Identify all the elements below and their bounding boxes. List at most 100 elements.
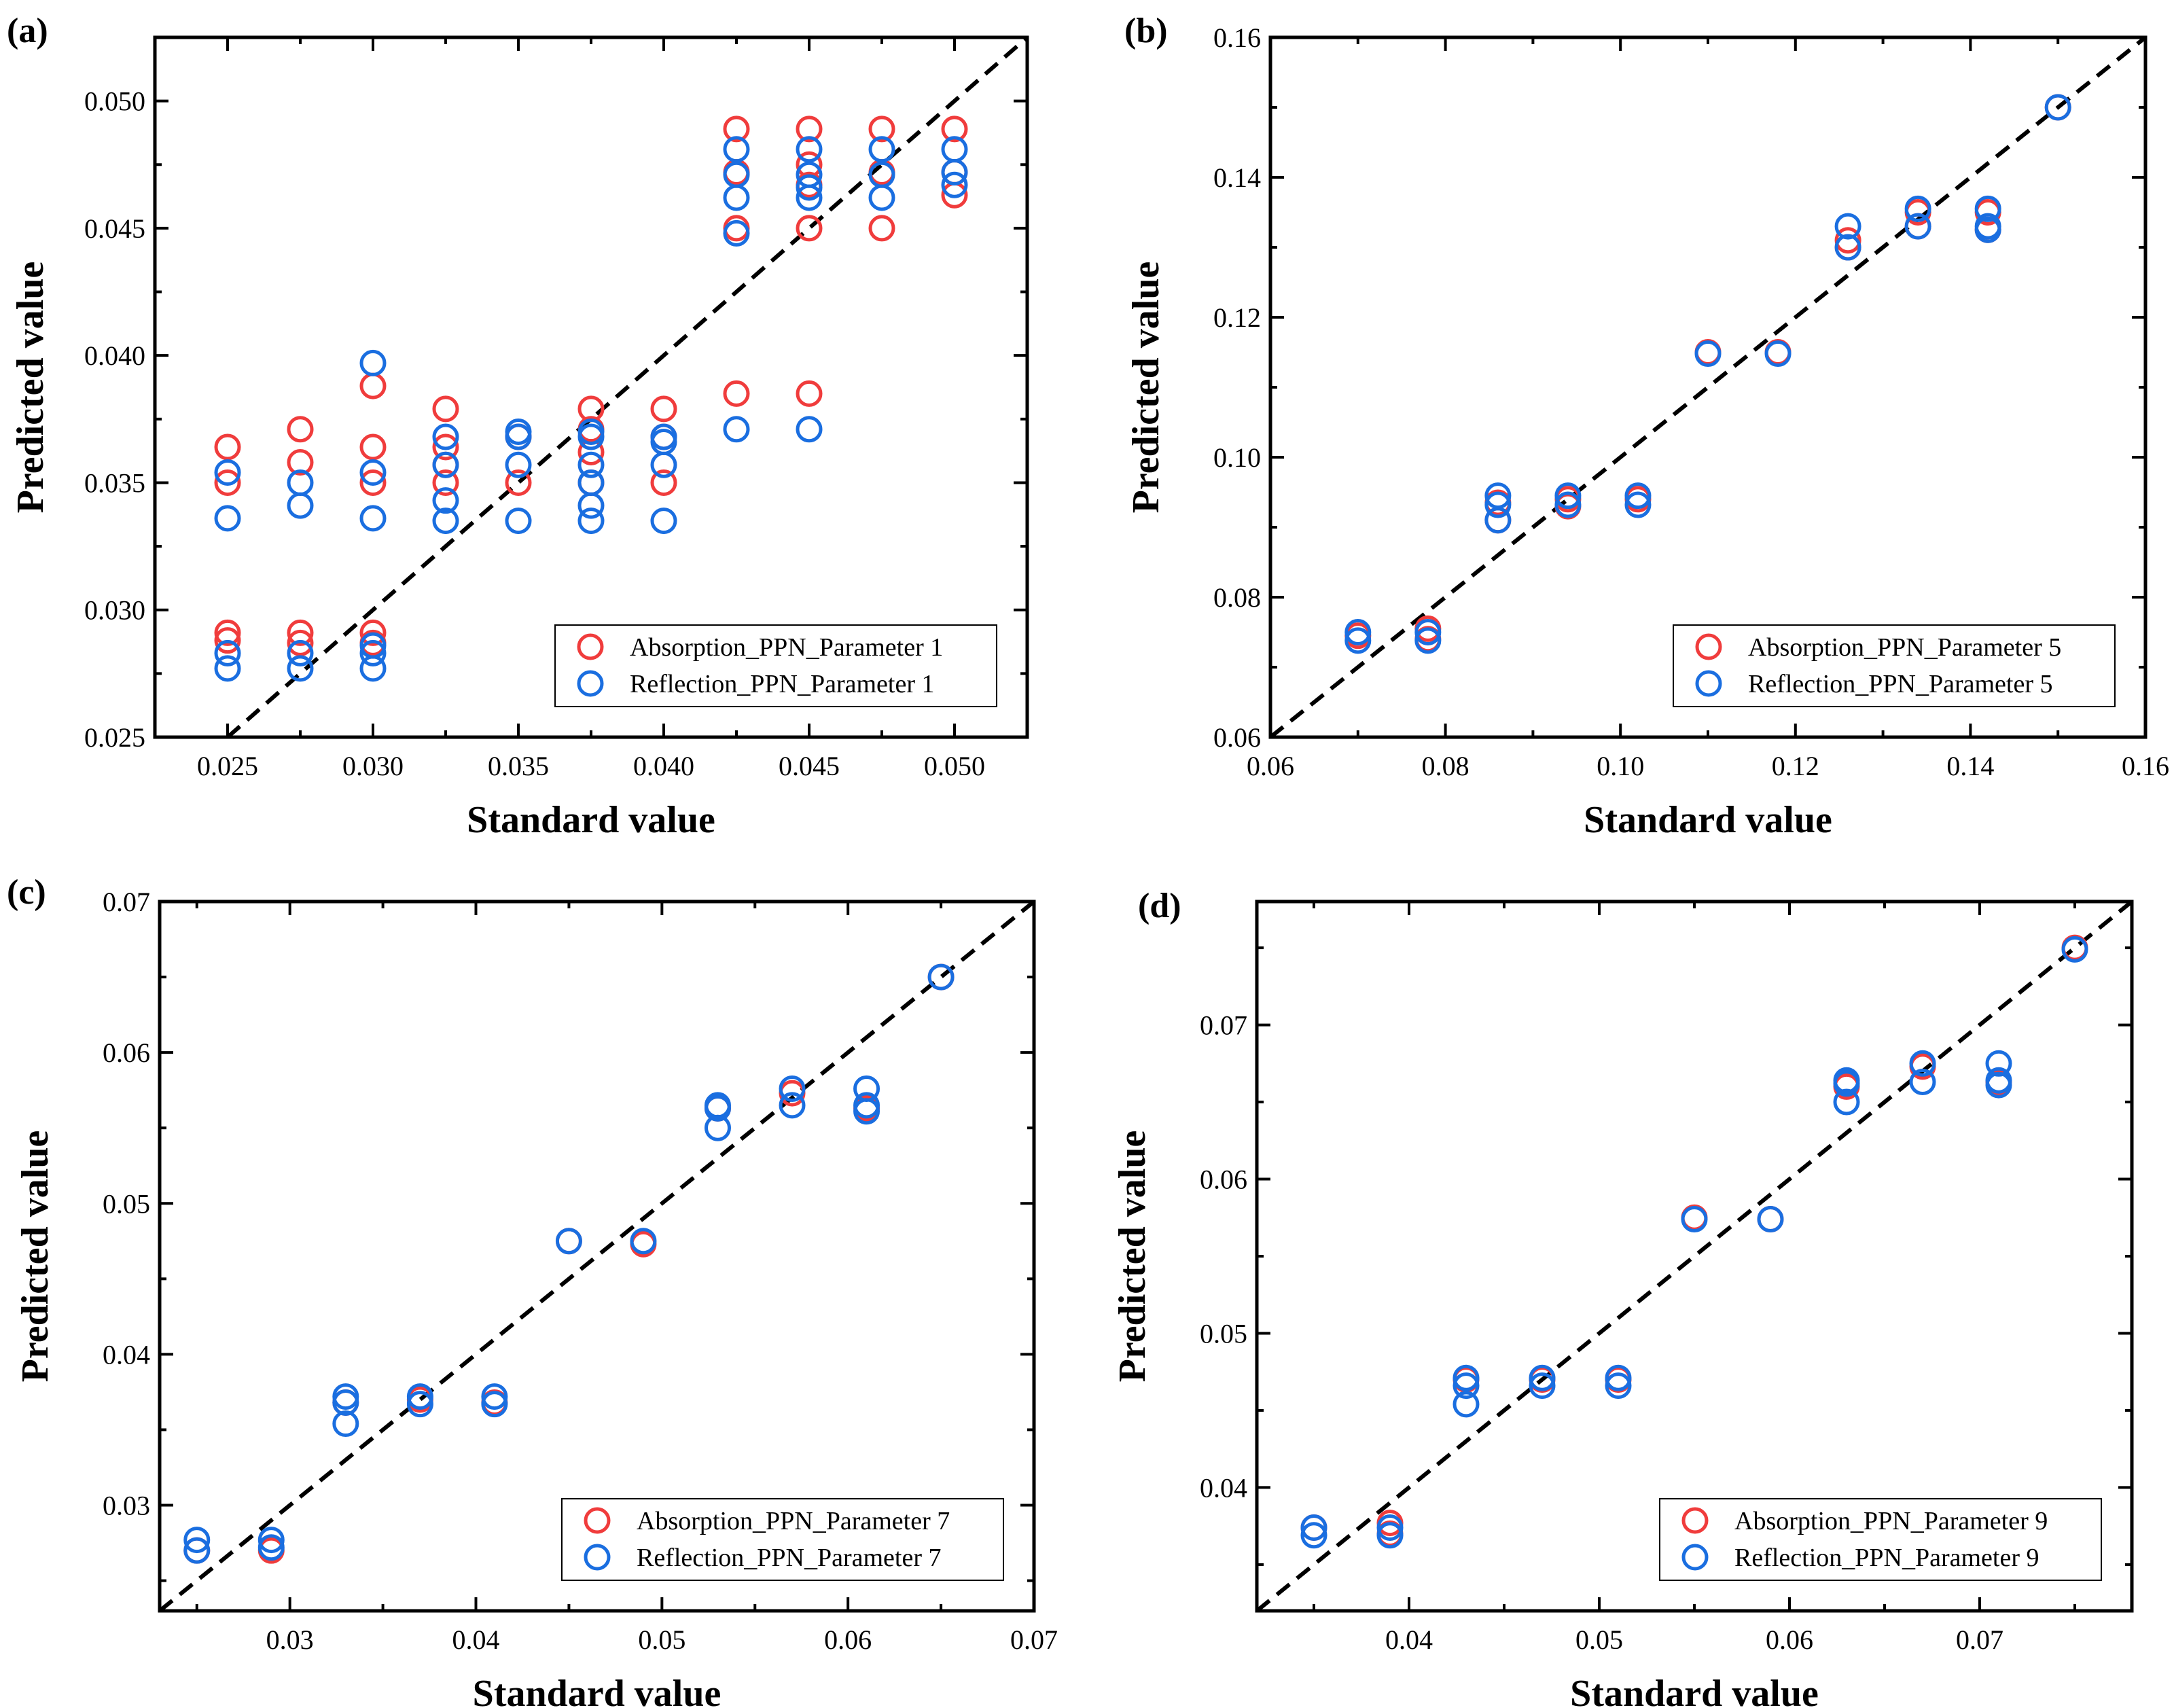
y-tick-label: 0.10 xyxy=(1213,442,1261,473)
data-point-reflection xyxy=(796,174,823,201)
data-point-reflection xyxy=(1453,1364,1480,1391)
y-tick-label: 0.07 xyxy=(1200,1010,1247,1041)
data-point-reflection xyxy=(779,1092,806,1119)
plot-frame xyxy=(1268,35,2148,739)
plot-frame xyxy=(153,35,1029,739)
data-point-reflection xyxy=(1834,234,1861,261)
data-point-absorption xyxy=(650,469,677,496)
legend-label: Reflection_PPN_Parameter 5 xyxy=(1748,670,2053,698)
data-point-reflection xyxy=(1529,1364,1556,1391)
y-tick-label: 0.04 xyxy=(103,1339,150,1370)
data-point-reflection xyxy=(359,655,387,682)
data-point-reflection xyxy=(577,423,605,450)
data-point-reflection xyxy=(1453,1372,1480,1400)
x-tick-label: 0.040 xyxy=(633,751,694,781)
legend-label: Absorption_PPN_Parameter 7 xyxy=(637,1507,950,1535)
data-point-reflection xyxy=(1904,195,1931,222)
data-point-reflection xyxy=(555,1228,582,1255)
data-point-reflection xyxy=(779,1075,806,1102)
panel-label: (b) xyxy=(1124,12,1168,50)
data-point-reflection xyxy=(2044,94,2071,121)
data-point-reflection xyxy=(257,1534,285,1561)
legend-label: Absorption_PPN_Parameter 1 xyxy=(630,633,943,662)
data-point-absorption xyxy=(214,433,241,461)
legend-box xyxy=(554,624,997,707)
x-tick-label: 0.16 xyxy=(2122,751,2169,781)
data-point-absorption xyxy=(214,469,241,496)
y-tick-label: 0.030 xyxy=(84,595,145,626)
y-tick-label: 0.050 xyxy=(84,86,145,117)
data-point-reflection xyxy=(183,1527,211,1554)
data-point-reflection xyxy=(723,184,750,211)
data-point-reflection xyxy=(577,492,605,519)
y-tick-label: 0.06 xyxy=(103,1037,150,1068)
data-point-reflection xyxy=(796,136,823,163)
data-point-reflection xyxy=(1764,340,1792,368)
x-tick-label: 0.12 xyxy=(1772,751,1819,781)
data-point-reflection xyxy=(704,1114,731,1141)
data-point-absorption xyxy=(287,416,314,443)
data-point-reflection xyxy=(1909,1069,1936,1096)
data-point-reflection xyxy=(927,963,955,991)
x-tick-label: 0.06 xyxy=(1247,751,1294,781)
data-point-absorption xyxy=(432,433,459,461)
data-point-reflection xyxy=(1833,1070,1860,1097)
data-point-absorption xyxy=(214,627,241,654)
data-point-reflection xyxy=(505,451,532,478)
data-point-reflection xyxy=(1833,1088,1860,1116)
data-point-reflection xyxy=(1554,482,1582,510)
data-point-reflection xyxy=(1909,1050,1936,1077)
legend-marker-absorption xyxy=(1681,1507,1709,1534)
data-point-reflection xyxy=(630,1228,657,1255)
chart-panel-0: (a) 0.025 0.030 0.035 0.040 0.045 0.050 0.025 0.… xyxy=(7,12,1029,841)
data-point-reflection xyxy=(796,416,823,443)
y-tick-label: 0.045 xyxy=(84,213,145,244)
data-point-reflection xyxy=(359,639,387,666)
data-point-reflection xyxy=(214,505,241,532)
data-point-reflection xyxy=(1694,340,1722,368)
y-tick-label: 0.07 xyxy=(103,887,150,917)
x-tick-label: 0.07 xyxy=(1956,1624,2003,1655)
x-tick-label: 0.05 xyxy=(638,1624,685,1655)
data-point-absorption xyxy=(214,619,241,646)
data-point-reflection xyxy=(257,1527,285,1554)
data-point-reflection xyxy=(287,492,314,519)
data-point-reflection xyxy=(1300,1514,1327,1541)
data-point-absorption xyxy=(796,215,823,242)
data-point-absorption xyxy=(650,395,677,423)
data-point-absorption xyxy=(359,619,387,646)
data-point-reflection xyxy=(214,639,241,666)
x-tick-label: 0.04 xyxy=(452,1624,500,1655)
x-tick-label: 0.035 xyxy=(488,751,549,781)
legend-box xyxy=(561,1498,1004,1581)
y-tick-label: 0.035 xyxy=(84,467,145,498)
data-point-absorption xyxy=(287,629,314,656)
data-point-reflection xyxy=(432,423,459,450)
data-point-reflection xyxy=(1681,1206,1708,1233)
data-point-reflection xyxy=(359,459,387,486)
legend: Absorption_PPN_Parameter 7 Reflection_PPN… xyxy=(561,1498,1004,1581)
x-tick-label: 0.045 xyxy=(779,751,840,781)
panel-label: (a) xyxy=(7,12,48,50)
data-point-reflection xyxy=(796,184,823,211)
y-tick-label: 0.06 xyxy=(1213,722,1261,753)
y-tick-label: 0.025 xyxy=(84,722,145,753)
identity-line xyxy=(1255,900,2133,1613)
x-axis-title: Standard value xyxy=(467,799,715,841)
panel-label: (d) xyxy=(1138,887,1181,925)
data-point-reflection xyxy=(723,416,750,443)
data-point-reflection xyxy=(1974,216,2001,243)
data-point-reflection xyxy=(723,219,750,247)
data-point-absorption xyxy=(432,469,459,496)
x-tick-label: 0.10 xyxy=(1597,751,1644,781)
data-point-absorption xyxy=(868,215,895,242)
data-point-reflection xyxy=(406,1383,433,1410)
data-point-reflection xyxy=(332,1410,359,1438)
legend-box xyxy=(1659,1498,2102,1581)
data-point-absorption xyxy=(359,469,387,496)
data-point-reflection xyxy=(359,349,387,376)
data-point-reflection xyxy=(287,655,314,682)
data-point-reflection xyxy=(1554,491,1582,518)
data-point-absorption xyxy=(359,372,387,399)
legend-marker-reflection xyxy=(1681,1544,1709,1571)
